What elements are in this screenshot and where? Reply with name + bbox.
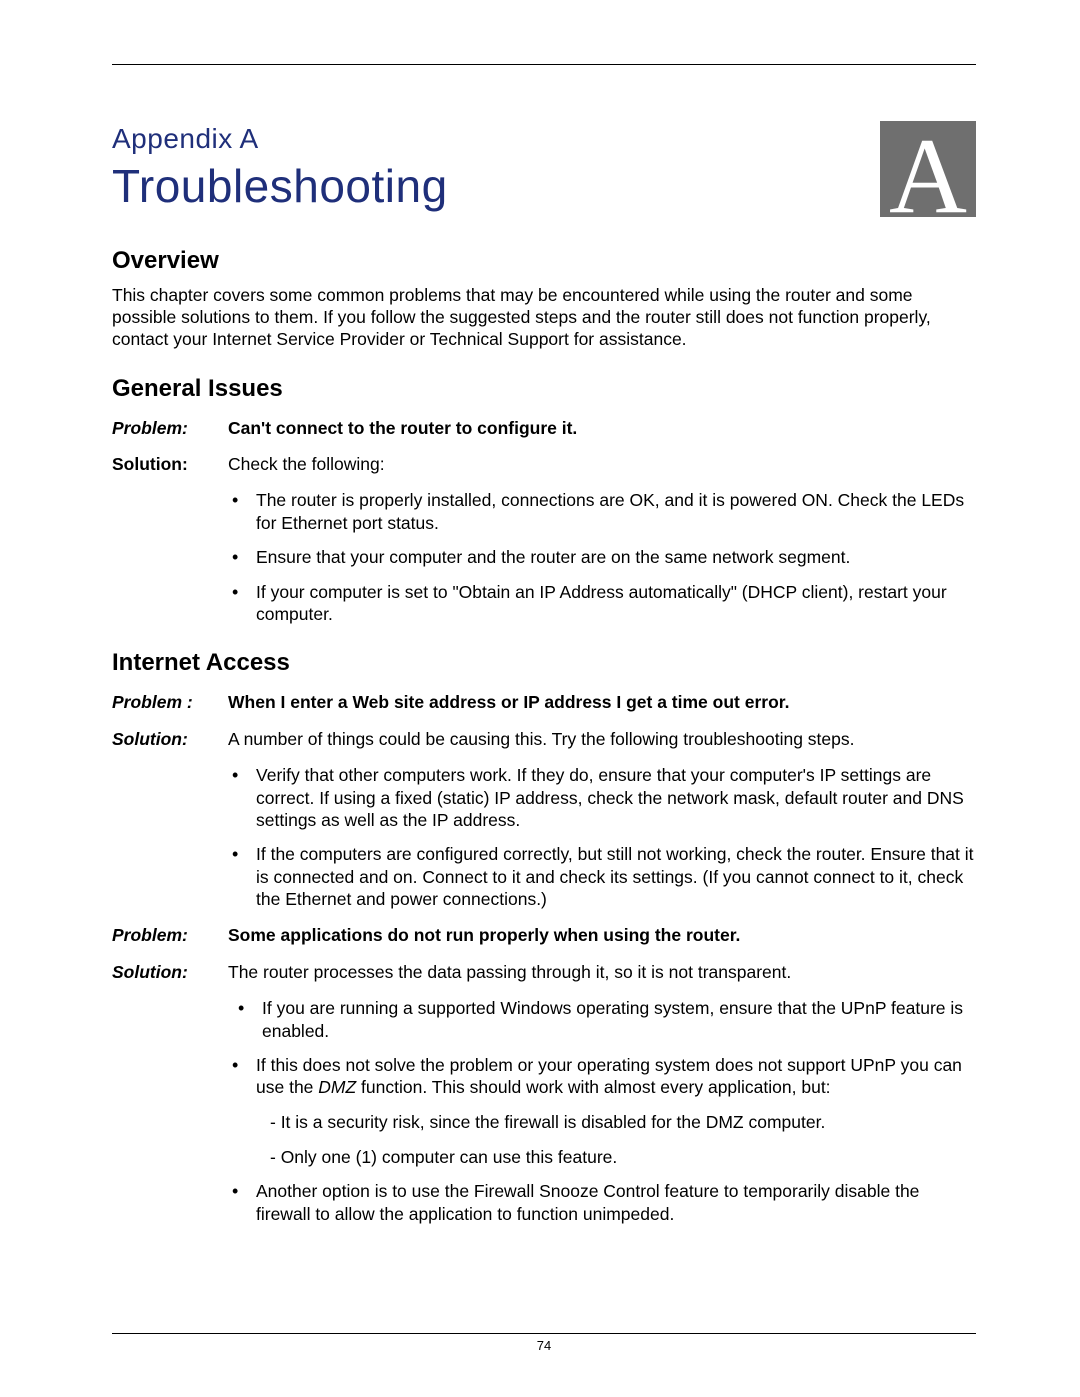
page-title: Troubleshooting (112, 159, 448, 213)
solution-label: Solution: (112, 962, 188, 982)
section-heading-general-issues: General Issues (112, 375, 976, 403)
general-bullets: The router is properly installed, connec… (228, 489, 976, 625)
dash-item: - Only one (1) computer can use this fea… (270, 1146, 976, 1169)
internet-bullets-1: Verify that other computers work. If the… (228, 764, 976, 910)
internet-solution-intro-1: A number of things could be causing this… (228, 729, 854, 749)
general-problem-text: Can't connect to the router to configure… (228, 418, 577, 438)
internet-problem-row-2: Problem: Some applications do not run pr… (112, 924, 976, 946)
general-problem-row: Problem: Can't connect to the router to … (112, 417, 976, 439)
section-heading-overview: Overview (112, 247, 976, 275)
appendix-badge-letter: A (889, 135, 967, 217)
list-item: If your computer is set to "Obtain an IP… (228, 581, 976, 626)
solution-label: Solution: (112, 729, 188, 749)
solution-label: Solution: (112, 454, 188, 474)
list-item: Another option is to use the Firewall Sn… (228, 1180, 976, 1225)
general-solution-intro: Check the following: (228, 454, 385, 474)
dash-item: - It is a security risk, since the firew… (270, 1111, 976, 1134)
list-item: If the computers are configured correctl… (228, 843, 976, 910)
page-header: Appendix A Troubleshooting A (112, 121, 976, 217)
internet-bullets-2b: If this does not solve the problem or yo… (228, 1054, 976, 1099)
problem-label: Problem: (112, 925, 188, 945)
internet-problem-text-2: Some applications do not run properly wh… (228, 925, 740, 945)
problem-label: Problem : (112, 692, 193, 712)
top-rule (112, 64, 976, 65)
internet-bullets-2a: If you are running a supported Windows o… (228, 997, 976, 1042)
internet-solution-row-1: Solution: A number of things could be ca… (112, 728, 976, 750)
list-item-dmz: If this does not solve the problem or yo… (228, 1054, 976, 1099)
dmz-post: function. This should work with almost e… (356, 1077, 830, 1097)
page-number: 74 (112, 1338, 976, 1353)
section-heading-internet-access: Internet Access (112, 649, 976, 677)
appendix-label: Appendix A (112, 123, 448, 155)
page-footer: 74 (112, 1333, 976, 1353)
dmz-term: DMZ (318, 1077, 356, 1097)
list-item: Verify that other computers work. If the… (228, 764, 976, 831)
appendix-badge: A (880, 121, 976, 217)
overview-paragraph: This chapter covers some common problems… (112, 285, 976, 351)
list-item: Ensure that your computer and the router… (228, 546, 976, 568)
internet-solution-intro-2: The router processes the data passing th… (228, 962, 791, 982)
list-item: If you are running a supported Windows o… (228, 997, 976, 1042)
general-solution-row: Solution: Check the following: (112, 453, 976, 475)
internet-solution-row-2: Solution: The router processes the data … (112, 961, 976, 983)
problem-label: Problem: (112, 418, 188, 438)
internet-problem-text-1: When I enter a Web site address or IP ad… (228, 692, 789, 712)
internet-problem-row-1: Problem : When I enter a Web site addres… (112, 691, 976, 713)
list-item: The router is properly installed, connec… (228, 489, 976, 534)
internet-bullets-2c: Another option is to use the Firewall Sn… (228, 1180, 976, 1225)
footer-rule (112, 1333, 976, 1334)
